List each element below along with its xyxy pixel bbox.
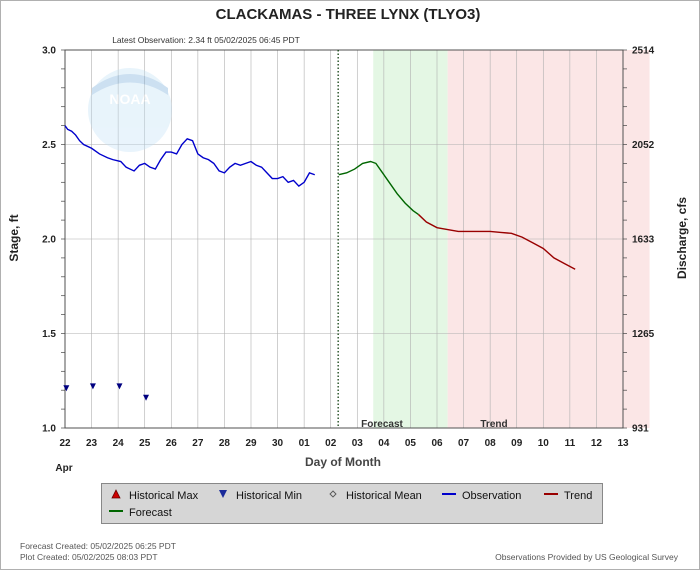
plot-area-border [64,49,624,429]
logo-bird [92,74,168,95]
x-tick-label: 11 [565,438,576,449]
forecast-created-text: Forecast Created: 05/02/2025 06:25 PDT [20,541,176,551]
legend-item-historical-min: Historical Min [214,489,302,502]
historical-min-marker [116,383,123,390]
legend-item-historical-max: Historical Max [107,489,198,502]
x-tick-label: 26 [166,438,178,449]
x-tick-label: 25 [139,438,151,449]
x-tick-label: 08 [485,438,497,449]
forecast-region-label: Forecast [361,419,403,430]
x-tick-label: 02 [325,438,337,449]
x-tick-label: 04 [378,438,390,449]
x-tick-label: 10 [538,438,550,449]
x-axis-month-label: Apr [55,463,72,474]
y-tick-label-left: 2.0 [42,235,56,246]
y-axis-right-label: Discharge, cfs [675,197,689,279]
series-forecast-line [338,160,419,216]
y-tick-label-left: 1.5 [42,329,56,340]
x-axis-label: Day of Month [305,455,381,469]
x-tick-label: 30 [272,438,284,449]
red-line-icon [542,489,560,502]
x-tick-label: 06 [431,438,443,449]
plot-created-text: Plot Created: 05/02/2025 08:03 PDT [20,552,158,562]
legend-item-historical-mean: Historical Mean [324,489,422,502]
y-tick-label-left: 3.0 [42,46,56,57]
x-tick-label: 22 [59,438,71,449]
chart-title: CLACKAMAS - THREE LYNX (TLYO3) [216,6,481,23]
legend-item-forecast: Forecast [107,506,172,519]
series-observation-line [64,125,316,188]
triangle-up-icon [107,489,125,502]
diamond-icon [324,489,342,502]
x-tick-label: 09 [511,438,523,449]
chart-legend: Historical Max Historical Min Historical… [101,483,603,524]
x-tick-label: 07 [458,438,470,449]
x-tick-label: 03 [352,438,364,449]
blue-line-icon [440,489,458,502]
noaa-logo: NOAA [88,68,172,152]
historical-min-marker [143,394,150,401]
x-tick-label: 01 [299,438,311,449]
latest-observation-text: Latest Observation: 2.34 ft 05/02/2025 0… [112,35,300,45]
y-tick-label-right: 2052 [632,140,655,151]
legend-item-observation: Observation [440,489,521,502]
y-tick-label-right: 1633 [632,235,655,246]
y-axis-left-label: Stage, ft [7,214,21,261]
x-tick-label: 05 [405,438,417,449]
x-tick-label: 27 [192,438,204,449]
y-tick-label-left: 1.0 [42,424,56,435]
trend-region-label: Trend [480,419,507,430]
y-tick-label-right: 931 [632,424,649,435]
y-tick-label-right: 2514 [632,46,655,57]
y-tick-label-right: 1265 [632,329,655,340]
x-tick-label: 24 [113,438,125,449]
data-provider-text: Observations Provided by US Geological S… [495,552,678,562]
x-tick-label: 13 [617,438,629,449]
x-tick-label: 23 [86,438,98,449]
series-trend-line [417,213,576,270]
historical-min-marker [63,385,70,392]
triangle-down-icon [214,489,232,502]
logo-circle [88,68,172,152]
legend-item-trend: Trend [542,489,592,502]
logo-text: NOAA [109,91,150,107]
historical-min-marker [89,383,96,390]
x-tick-label: 28 [219,438,231,449]
x-tick-label: 29 [245,438,257,449]
y-tick-label-left: 2.5 [42,140,56,151]
green-line-icon [107,506,125,519]
x-tick-label: 12 [591,438,603,449]
